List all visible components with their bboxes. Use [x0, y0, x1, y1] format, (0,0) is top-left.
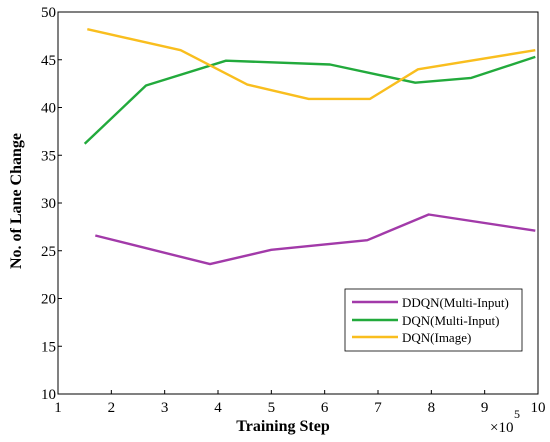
x-tick-label: 5 [268, 400, 276, 416]
y-tick-label: 35 [41, 148, 56, 164]
series-line-dqn-multi-input [83, 55, 536, 145]
y-tick-label: 30 [41, 196, 56, 212]
x-tick-label: 2 [108, 400, 116, 416]
x-tick-label: 1 [54, 400, 62, 416]
legend-label-dqn-image: DQN(Image) [402, 330, 471, 345]
x-tick-label: 8 [428, 400, 436, 416]
x-axis-ticks: 1 2 3 4 5 6 7 8 9 10 [54, 390, 546, 416]
x-tick-label: 7 [374, 400, 382, 416]
y-axis-title: No. of Lane Change [8, 133, 25, 269]
legend: DDQN(Multi-Input) DQN(Multi-Input) DQN(I… [344, 288, 523, 352]
x-tick-label: 6 [321, 400, 329, 416]
y-tick-label: 10 [41, 387, 56, 403]
x-tick-label: 3 [161, 400, 169, 416]
series-line-dqn-image [87, 28, 536, 101]
legend-label-dqn-multi-input: DQN(Multi-Input) [402, 313, 500, 328]
x-axis-multiplier: ×10 [490, 420, 513, 436]
x-axis-multiplier-exponent: 5 [514, 407, 520, 421]
y-tick-label: 45 [41, 53, 56, 69]
series-line-ddqn-multi-input [95, 213, 536, 266]
series-lines [83, 28, 536, 266]
y-tick-label: 20 [41, 292, 56, 308]
y-tick-label: 25 [41, 244, 56, 260]
y-tick-label: 40 [41, 101, 56, 117]
y-axis-ticks: 10 15 20 25 30 35 40 45 50 [41, 5, 62, 403]
y-tick-label: 15 [41, 339, 56, 355]
x-tick-label: 9 [481, 400, 489, 416]
x-axis-title: Training Step [236, 418, 330, 435]
x-tick-label: 10 [531, 400, 546, 416]
x-tick-label: 4 [214, 400, 222, 416]
legend-label-ddqn-multi-input: DDQN(Multi-Input) [402, 295, 509, 310]
y-tick-label: 50 [41, 5, 56, 21]
